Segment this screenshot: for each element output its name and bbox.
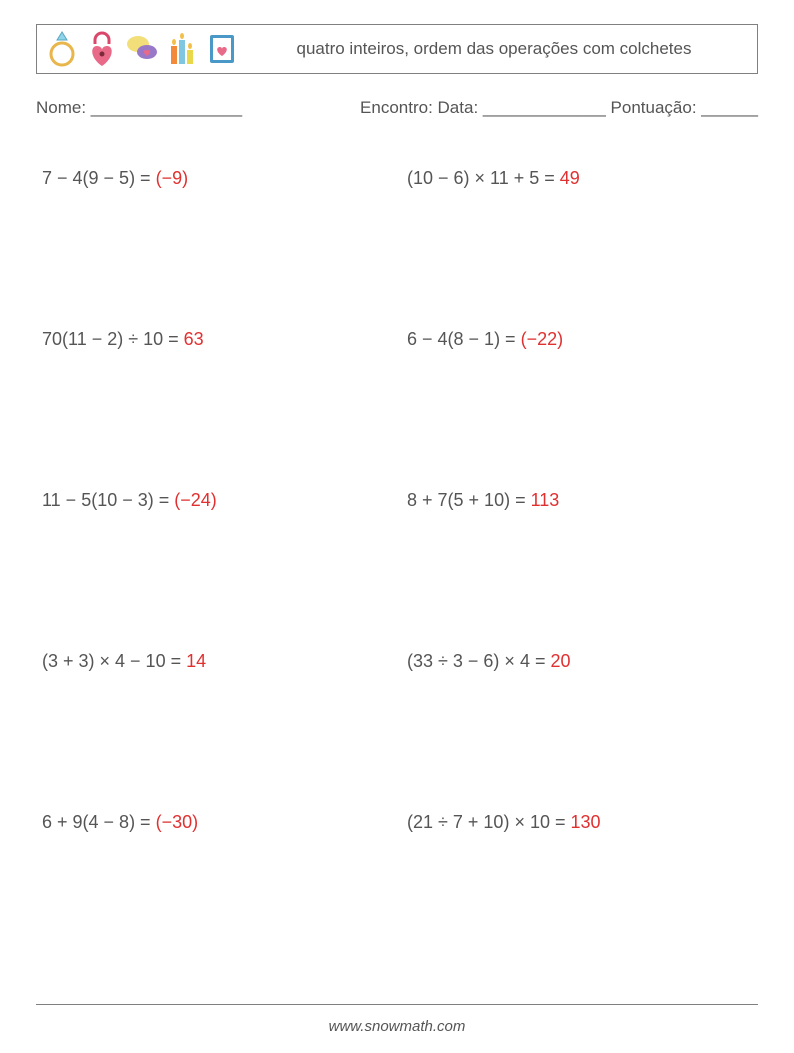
name-field: Nome: ________________ xyxy=(36,98,242,118)
expr: 11 − 5(10 − 3) = xyxy=(42,490,174,510)
meta-row: Nome: ________________ Encontro: Data: _… xyxy=(36,98,758,118)
answer: (−24) xyxy=(174,490,217,510)
worksheet-title: quatro inteiros, ordem das operações com… xyxy=(239,38,749,60)
expr: 6 + 9(4 − 8) = xyxy=(42,812,156,832)
expr: (21 ÷ 7 + 10) × 10 = xyxy=(407,812,571,832)
footer-url: www.snowmath.com xyxy=(0,1018,794,1035)
answer: (−22) xyxy=(521,329,564,349)
footer-divider xyxy=(36,1004,758,1005)
answer: (−30) xyxy=(156,812,199,832)
answer: 14 xyxy=(186,651,206,671)
worksheet-page: quatro inteiros, ordem das operações com… xyxy=(0,0,794,833)
expr: 70(11 − 2) ÷ 10 = xyxy=(42,329,184,349)
lock-heart-icon xyxy=(85,30,119,68)
problems-grid: 7 − 4(9 − 5) = (−9) (10 − 6) × 11 + 5 = … xyxy=(36,168,758,833)
problem-5: 11 − 5(10 − 3) = (−24) xyxy=(42,490,387,511)
expr: 8 + 7(5 + 10) = xyxy=(407,490,531,510)
problem-8: (33 ÷ 3 − 6) × 4 = 20 xyxy=(407,651,752,672)
problem-1: 7 − 4(9 − 5) = (−9) xyxy=(42,168,387,189)
header-box: quatro inteiros, ordem das operações com… xyxy=(36,24,758,74)
speech-heart-icon xyxy=(125,30,159,68)
expr: (3 + 3) × 4 − 10 = xyxy=(42,651,186,671)
expr: 6 − 4(8 − 1) = xyxy=(407,329,521,349)
answer: 49 xyxy=(560,168,580,188)
expr: 7 − 4(9 − 5) = xyxy=(42,168,156,188)
answer: (−9) xyxy=(156,168,189,188)
date-score-field: Encontro: Data: _____________ Pontuação:… xyxy=(360,98,758,118)
answer: 130 xyxy=(571,812,601,832)
answer: 113 xyxy=(531,490,560,510)
expr: (33 ÷ 3 − 6) × 4 = xyxy=(407,651,550,671)
candles-icon xyxy=(165,30,199,68)
problem-9: 6 + 9(4 − 8) = (−30) xyxy=(42,812,387,833)
problem-10: (21 ÷ 7 + 10) × 10 = 130 xyxy=(407,812,752,833)
book-heart-icon xyxy=(205,30,239,68)
ring-icon xyxy=(45,30,79,68)
answer: 20 xyxy=(550,651,570,671)
problem-4: 6 − 4(8 − 1) = (−22) xyxy=(407,329,752,350)
problem-3: 70(11 − 2) ÷ 10 = 63 xyxy=(42,329,387,350)
problem-2: (10 − 6) × 11 + 5 = 49 xyxy=(407,168,752,189)
expr: (10 − 6) × 11 + 5 = xyxy=(407,168,560,188)
problem-7: (3 + 3) × 4 − 10 = 14 xyxy=(42,651,387,672)
answer: 63 xyxy=(184,329,204,349)
header-icons xyxy=(45,30,239,68)
problem-6: 8 + 7(5 + 10) = 113 xyxy=(407,490,752,511)
